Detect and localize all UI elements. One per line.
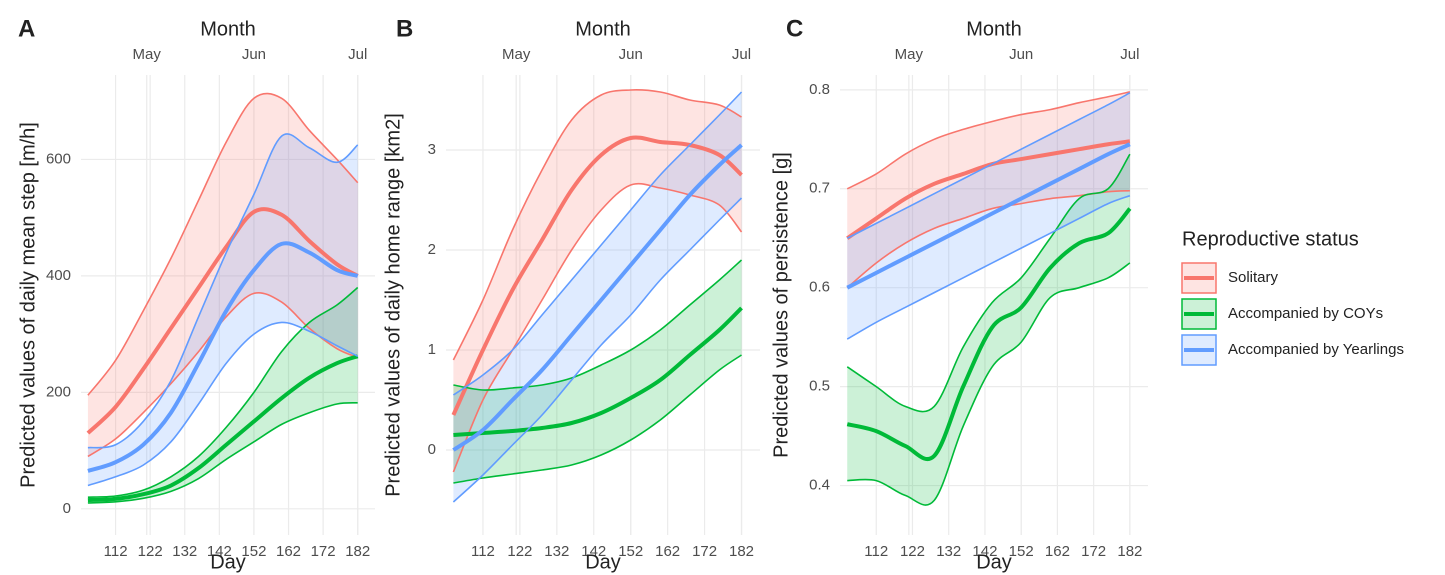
x-tick-label: 132 bbox=[936, 543, 961, 560]
band-edge bbox=[452, 91, 743, 396]
x2-tick-label: Jul bbox=[1120, 46, 1139, 63]
y-tick-label: 2 bbox=[428, 241, 436, 258]
x-tick-label: 172 bbox=[692, 543, 717, 560]
x-axis-title: Day bbox=[585, 551, 621, 573]
y-tick-label: 0 bbox=[63, 500, 71, 517]
x2-axis-title: Month bbox=[575, 18, 631, 40]
mean-line bbox=[86, 207, 359, 435]
panel: 112 122 132 142 152 162 172 182 May Jun Jul 0.4 0.5 0… bbox=[770, 15, 1148, 573]
x-tick-label: 152 bbox=[618, 543, 643, 560]
x2-tick-label: May bbox=[133, 46, 162, 63]
x-tick-label: 162 bbox=[1045, 543, 1070, 560]
legend-label: Solitary bbox=[1228, 269, 1279, 286]
x2-tick-label: Jun bbox=[1009, 46, 1033, 63]
y-tick-label: 400 bbox=[46, 267, 71, 284]
x-tick-label: 122 bbox=[900, 543, 925, 560]
band-edge bbox=[846, 153, 1131, 413]
band-edge bbox=[87, 286, 359, 498]
x-tick-label: 112 bbox=[471, 543, 495, 560]
panel-label: B bbox=[396, 15, 413, 42]
x-tick-label: 142 bbox=[581, 543, 606, 560]
plot-area bbox=[840, 75, 1148, 535]
x-tick-label: 172 bbox=[311, 543, 336, 560]
x-axis-title: Day bbox=[210, 551, 246, 573]
x-tick-label: 172 bbox=[1081, 543, 1106, 560]
y-tick-label: 0.6 bbox=[809, 279, 830, 296]
mean-line bbox=[87, 354, 359, 503]
band-edge bbox=[452, 89, 742, 361]
y-tick-label: 0.5 bbox=[809, 378, 830, 395]
x2-axis-title: Month bbox=[200, 18, 256, 40]
band-edge bbox=[87, 92, 359, 396]
band-edge bbox=[846, 91, 1131, 190]
band-edge bbox=[452, 182, 743, 473]
band-edge bbox=[87, 133, 359, 449]
mean-line bbox=[846, 207, 1132, 462]
confidence-band bbox=[453, 92, 742, 502]
band-edge bbox=[846, 92, 1131, 239]
y-tick-label: 0.4 bbox=[809, 477, 830, 494]
x-axis-title: Day bbox=[976, 551, 1012, 573]
x-tick-label: 132 bbox=[544, 543, 569, 560]
x2-tick-label: Jun bbox=[242, 46, 266, 63]
band-edge bbox=[87, 402, 358, 504]
legend-title: Reproductive status bbox=[1182, 228, 1359, 250]
x-tick-label: 152 bbox=[1009, 543, 1034, 560]
y-axis-title: Predicted values of daily mean step [m/h… bbox=[17, 122, 39, 488]
band-edge bbox=[87, 321, 359, 487]
legend-label: Accompanied by COYs bbox=[1228, 305, 1383, 322]
x2-tick-label: Jun bbox=[619, 46, 643, 63]
y-tick-label: 200 bbox=[46, 383, 71, 400]
confidence-band bbox=[87, 93, 358, 457]
x2-tick-label: Jul bbox=[348, 46, 367, 63]
y-tick-label: 0 bbox=[428, 441, 436, 458]
band-edge bbox=[847, 262, 1131, 506]
x-tick-label: 162 bbox=[655, 543, 680, 560]
y-tick-label: 1 bbox=[428, 341, 436, 358]
x-tick-label: 122 bbox=[138, 543, 163, 560]
mean-line bbox=[453, 306, 743, 437]
band-edge bbox=[846, 194, 1131, 340]
x-tick-label: 152 bbox=[241, 543, 266, 560]
x2-axis-title: Month bbox=[966, 18, 1022, 40]
x2-tick-label: May bbox=[895, 46, 924, 63]
y-axis-title: Predicted values of daily home range [km… bbox=[382, 113, 404, 497]
x-tick-label: 112 bbox=[104, 543, 128, 560]
x2-tick-label: Jul bbox=[732, 46, 751, 63]
x-tick-label: 142 bbox=[972, 543, 997, 560]
y-tick-label: 600 bbox=[46, 150, 71, 167]
x-tick-label: 132 bbox=[172, 543, 197, 560]
panel-label: A bbox=[18, 15, 35, 42]
y-tick-label: 3 bbox=[428, 141, 436, 158]
band-edge bbox=[452, 197, 743, 503]
panel: 112 122 132 142 152 162 172 182 May Jun Jul 0 1 2 3 B Mo… bbox=[382, 15, 760, 573]
confidence-band bbox=[453, 260, 742, 483]
x-tick-label: 182 bbox=[729, 543, 754, 560]
y-tick-label: 0.8 bbox=[809, 81, 830, 98]
legend-label: Accompanied by Yearlings bbox=[1228, 341, 1404, 358]
x-tick-label: 182 bbox=[1117, 543, 1142, 560]
band-edge bbox=[453, 354, 742, 484]
x-tick-label: 142 bbox=[207, 543, 232, 560]
band-edge bbox=[453, 259, 743, 391]
y-tick-label: 0.7 bbox=[809, 180, 830, 197]
mean-line bbox=[452, 143, 743, 452]
confidence-band bbox=[847, 91, 1130, 288]
x-tick-label: 122 bbox=[507, 543, 532, 560]
mean-line bbox=[451, 135, 743, 416]
x2-tick-label: May bbox=[502, 46, 531, 63]
confidence-band bbox=[453, 89, 742, 472]
panel-label: C bbox=[786, 15, 803, 42]
x-tick-label: 182 bbox=[345, 543, 370, 560]
x-tick-label: 162 bbox=[276, 543, 301, 560]
mean-line bbox=[87, 241, 359, 473]
mean-line bbox=[846, 142, 1131, 290]
y-axis-title: Predicted values of persistence [g] bbox=[770, 152, 792, 458]
x-tick-label: 112 bbox=[864, 543, 888, 560]
